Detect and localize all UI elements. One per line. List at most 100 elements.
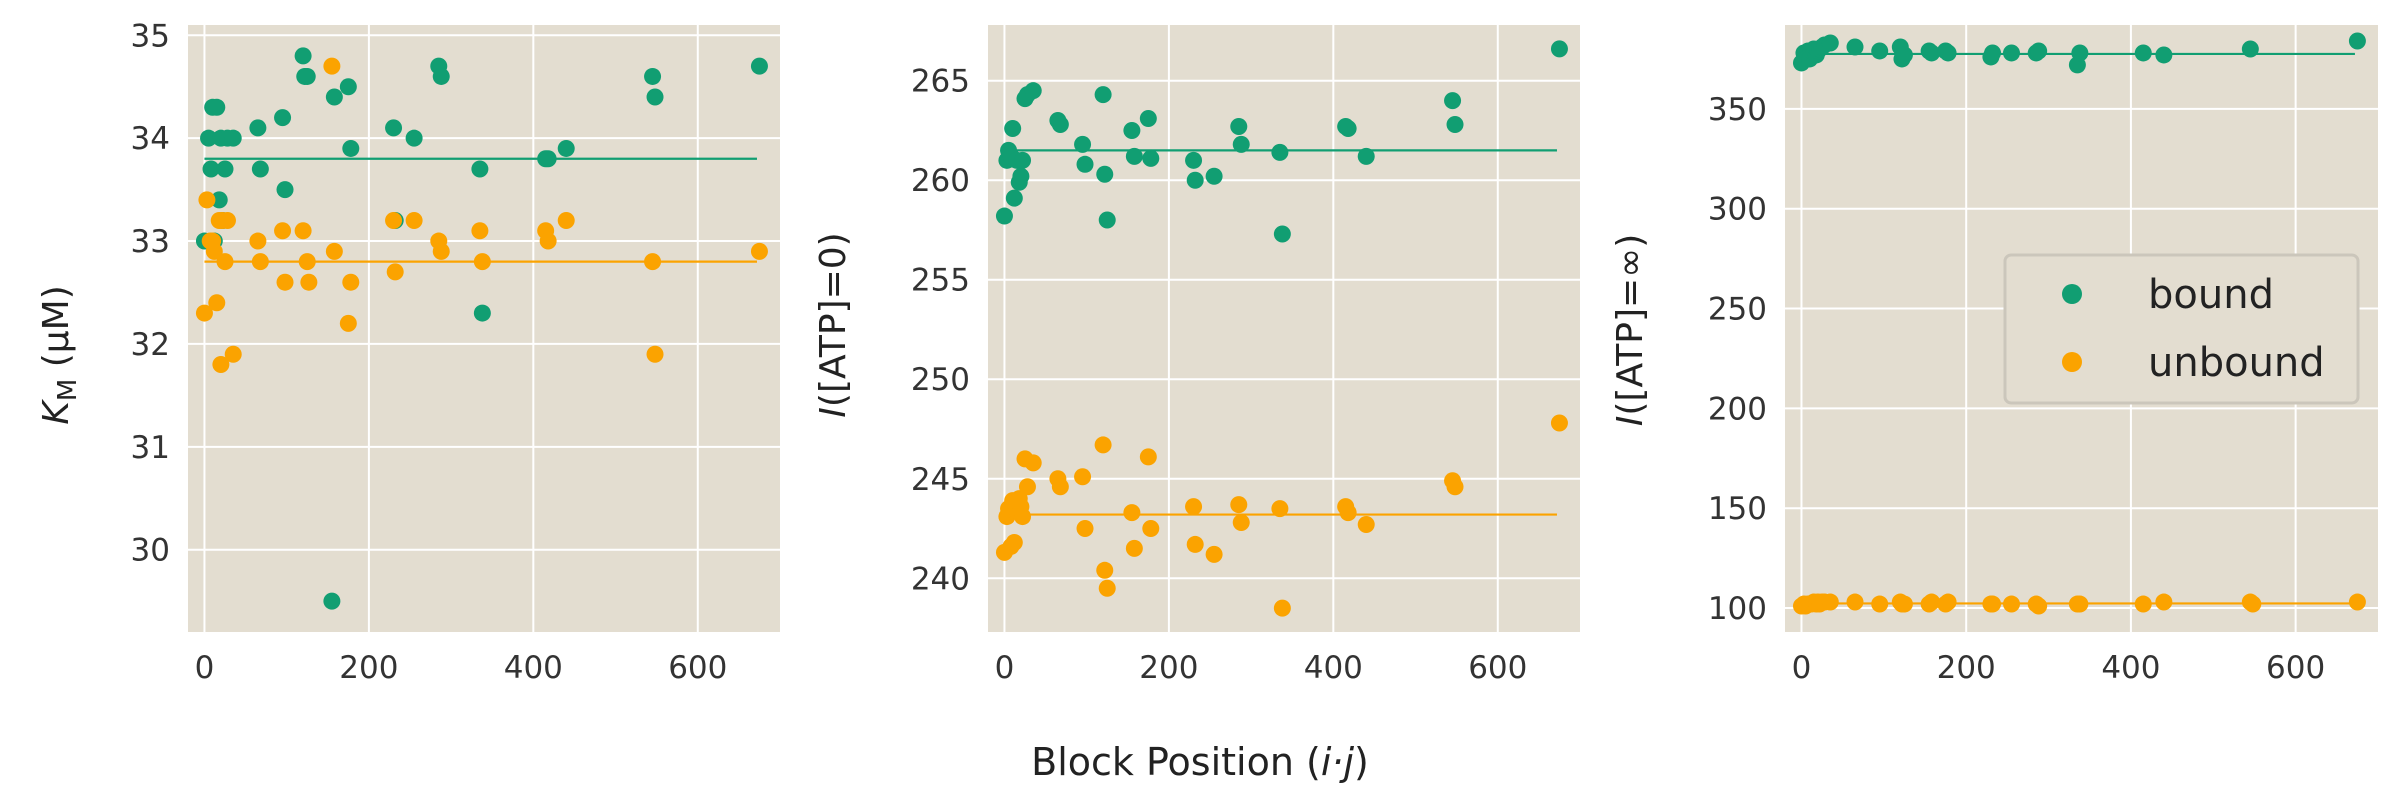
point-bound	[539, 150, 557, 168]
y-tick-label: 30	[131, 533, 170, 569]
point-unbound	[750, 242, 768, 260]
point-bound	[1185, 151, 1203, 169]
point-unbound	[339, 314, 357, 332]
point-unbound	[1005, 533, 1023, 551]
point-bound	[1273, 225, 1291, 243]
point-bound	[339, 78, 357, 96]
point-unbound	[1142, 520, 1160, 538]
series-bound	[995, 40, 1568, 243]
point-bound	[208, 98, 226, 116]
y-tick-label: 250	[911, 362, 970, 398]
point-unbound	[300, 273, 318, 291]
point-unbound	[224, 345, 242, 363]
point-bound	[1186, 171, 1204, 189]
point-unbound	[323, 57, 341, 75]
point-bound	[1895, 46, 1913, 64]
panel-3-ylabel: I([ATP]=∞)	[1610, 234, 1651, 427]
y-tick-label: 150	[1708, 491, 1767, 527]
point-unbound	[2134, 595, 2152, 613]
point-unbound	[212, 356, 230, 374]
point-unbound	[646, 345, 664, 363]
point-bound	[1339, 119, 1357, 137]
point-bound	[216, 160, 234, 178]
point-unbound	[195, 304, 213, 322]
point-bound	[1939, 44, 1957, 62]
point-unbound	[198, 191, 216, 209]
x-tick-label: 200	[1139, 650, 1198, 686]
panel-2: 0 200 400 600 240 245 250 255 260 265	[911, 25, 1580, 686]
point-unbound	[1076, 520, 1094, 538]
point-bound	[1846, 38, 1864, 56]
x-tick-label: 0	[1792, 650, 1812, 686]
point-unbound	[1024, 454, 1042, 472]
point-unbound	[386, 263, 404, 281]
point-unbound	[432, 242, 450, 260]
point-unbound	[1846, 593, 1864, 611]
point-bound	[210, 191, 228, 209]
point-unbound	[1096, 561, 1114, 579]
point-unbound	[1139, 448, 1157, 466]
point-bound	[2002, 44, 2020, 62]
figure-xlabel: Block Position (i·j)	[1031, 740, 1369, 784]
point-unbound	[342, 273, 360, 291]
point-bound	[1139, 110, 1157, 128]
point-bound	[1446, 116, 1464, 134]
point-unbound	[1185, 498, 1203, 516]
point-bound	[2348, 32, 2366, 50]
point-unbound	[1550, 414, 1568, 432]
y-tick-label: 300	[1708, 192, 1767, 228]
point-bound	[2134, 44, 2152, 62]
point-unbound	[1018, 478, 1036, 496]
point-bound	[274, 109, 292, 127]
y-tick-label: 32	[131, 327, 170, 363]
legend-unbound-marker	[2062, 352, 2082, 372]
x-tick-label: 400	[504, 650, 563, 686]
point-bound	[1230, 117, 1248, 135]
point-unbound	[1339, 504, 1357, 522]
point-unbound	[2071, 595, 2089, 613]
point-bound	[298, 67, 316, 85]
point-unbound	[557, 211, 575, 229]
point-unbound	[294, 222, 312, 240]
point-bound	[644, 67, 662, 85]
point-unbound	[1125, 539, 1143, 557]
point-unbound	[1821, 593, 1839, 611]
point-bound	[276, 181, 294, 199]
point-unbound	[276, 273, 294, 291]
point-bound	[1357, 147, 1375, 165]
point-bound	[432, 67, 450, 85]
point-bound	[1098, 211, 1116, 229]
legend-bound-marker	[2062, 284, 2082, 304]
y-tick-label: 34	[131, 121, 170, 157]
point-bound	[202, 160, 220, 178]
point-unbound	[1186, 535, 1204, 553]
point-bound	[1923, 44, 1941, 62]
point-bound	[1014, 151, 1032, 169]
point-unbound	[1271, 500, 1289, 518]
point-unbound	[471, 222, 489, 240]
point-bound	[1125, 147, 1143, 165]
point-unbound	[1923, 593, 1941, 611]
point-unbound	[208, 294, 226, 312]
point-bound	[323, 592, 341, 610]
series-unbound	[1792, 593, 2366, 615]
y-tick-label: 35	[131, 18, 170, 54]
point-bound	[405, 129, 423, 147]
point-unbound	[216, 253, 234, 271]
point-bound	[646, 88, 664, 106]
point-unbound	[1098, 579, 1116, 597]
plot-area	[188, 25, 780, 632]
y-tick-label: 255	[911, 263, 970, 299]
point-bound	[1871, 42, 1889, 60]
point-unbound	[1094, 436, 1112, 454]
point-bound	[1821, 34, 1839, 52]
point-unbound	[1446, 478, 1464, 496]
point-unbound	[2002, 595, 2020, 613]
point-bound	[1024, 82, 1042, 100]
point-bound	[1074, 135, 1092, 153]
point-unbound	[2348, 593, 2366, 611]
point-bound	[1123, 121, 1141, 139]
point-bound	[2241, 40, 2259, 58]
point-bound	[471, 160, 489, 178]
y-tick-label: 240	[911, 561, 970, 597]
